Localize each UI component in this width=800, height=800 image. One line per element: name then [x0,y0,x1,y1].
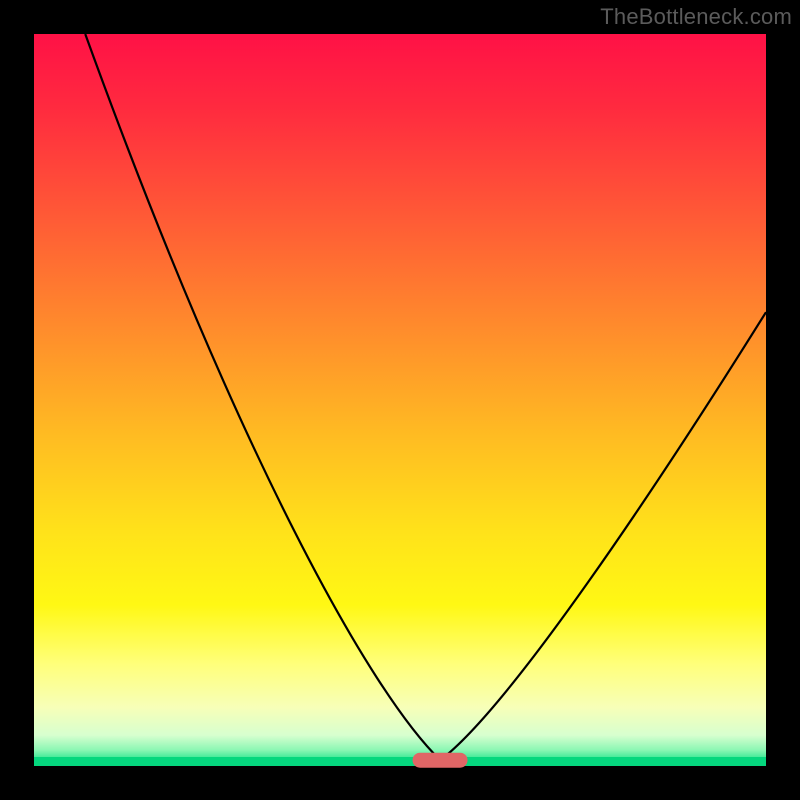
chart-frame: TheBottleneck.com [0,0,800,800]
optimal-point-marker [413,753,468,768]
curve-path [85,34,766,760]
watermark-text: TheBottleneck.com [600,4,792,30]
bottleneck-curve [34,34,766,766]
plot-area [34,34,766,766]
